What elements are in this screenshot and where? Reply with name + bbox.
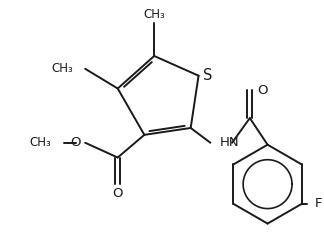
Text: O: O <box>70 136 80 149</box>
Text: HN: HN <box>219 136 239 149</box>
Text: O: O <box>258 84 268 97</box>
Text: CH₃: CH₃ <box>52 62 73 75</box>
Text: F: F <box>315 197 322 210</box>
Text: CH₃: CH₃ <box>143 8 165 21</box>
Text: S: S <box>203 68 212 83</box>
Text: CH₃: CH₃ <box>29 136 51 149</box>
Text: O: O <box>112 187 123 200</box>
